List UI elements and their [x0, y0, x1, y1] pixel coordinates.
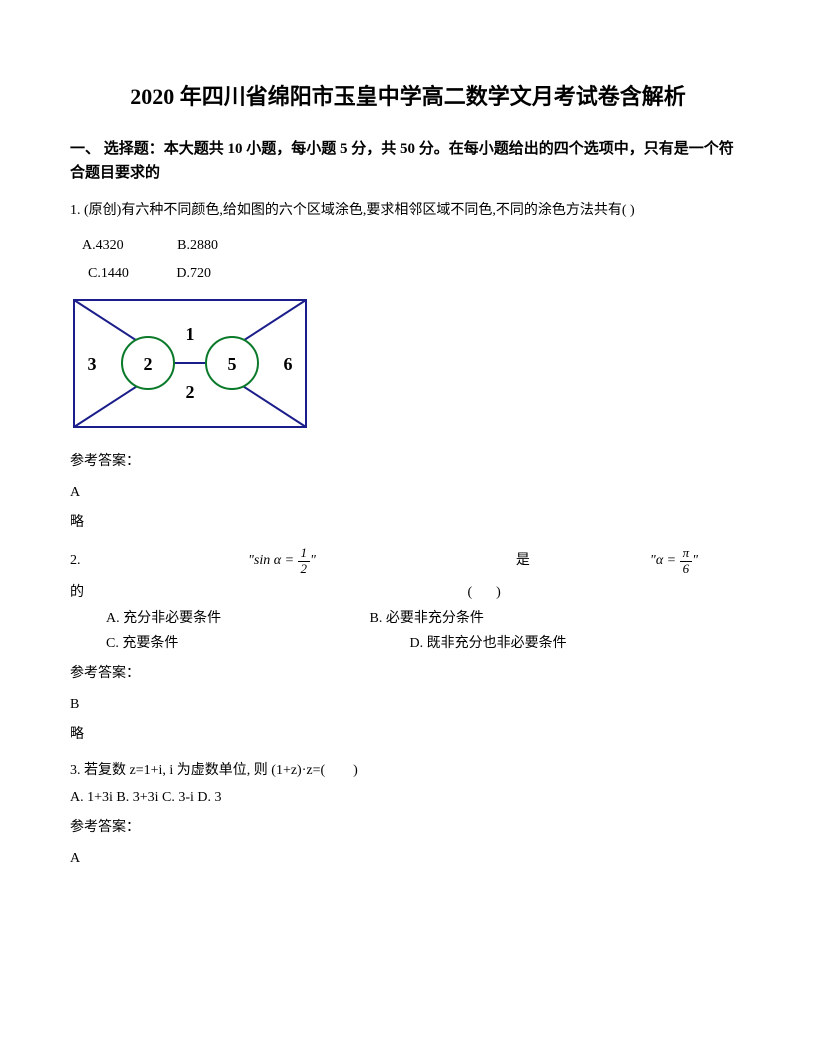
q2-option-c: C. 充要条件 — [106, 633, 406, 655]
question-2-row2: 的 () — [70, 582, 746, 604]
page-title: 2020 年四川省绵阳市玉皇中学高二数学文月考试卷含解析 — [70, 80, 746, 113]
q1-option-d: D.720 — [176, 263, 211, 285]
q1-options-row1: A.4320 B.2880 — [82, 235, 746, 257]
q1-option-c: C.1440 — [88, 263, 129, 285]
q1-answer-label: 参考答案： — [70, 451, 746, 473]
question-3-text: 3. 若复数 z=1+i, i 为虚数单位, 则 (1+z)·z=( ) — [70, 758, 746, 785]
q3-options: A. 1+3i B. 3+3i C. 3-i D. 3 — [70, 787, 746, 809]
q1-option-a: A.4320 — [82, 235, 124, 257]
q3-answer-label: 参考答案： — [70, 817, 746, 839]
diagram-label-1: 1 — [186, 324, 195, 344]
q2-paren: () — [468, 585, 525, 600]
q1-brief: 略 — [70, 512, 746, 534]
q2-option-b: B. 必要非充分条件 — [370, 608, 484, 630]
q2-option-a: A. 充分非必要条件 — [106, 608, 366, 630]
q2-option-d: D. 既非充分也非必要条件 — [410, 633, 567, 655]
q1-answer: A — [70, 482, 746, 504]
q2-formula1: "sin α = 12" — [248, 546, 316, 576]
q1-option-b: B.2880 — [177, 235, 218, 257]
question-2-row1: 2. "sin α = 12" 是 "α = π6" — [70, 546, 746, 576]
section-header: 一、 选择题：本大题共 10 小题，每小题 5 分，共 50 分。在每小题给出的… — [70, 137, 746, 185]
question-1-text: 1. (原创)有六种不同颜色,给如图的六个区域涂色,要求相邻区域不同色,不同的涂… — [70, 197, 746, 225]
q3-answer: A — [70, 848, 746, 870]
q2-shi: 是 — [516, 550, 530, 572]
q2-answer: B — [70, 694, 746, 716]
diagram-label-2: 2 — [144, 354, 153, 374]
q2-options-row1: A. 充分非必要条件 B. 必要非充分条件 — [106, 608, 746, 630]
diagram-label-6: 6 — [284, 354, 293, 374]
q1-options-row2: C.1440 D.720 — [88, 263, 746, 285]
region-diagram: 1 2 3 2 5 6 — [70, 296, 746, 439]
q2-answer-label: 参考答案： — [70, 663, 746, 685]
q2-brief: 略 — [70, 724, 746, 746]
diagram-label-5: 5 — [228, 354, 237, 374]
q2-de: 的 — [70, 585, 84, 600]
q2-formula2: "α = π6" — [650, 546, 698, 576]
diagram-label-3: 3 — [88, 354, 97, 374]
q2-number: 2. — [70, 550, 98, 572]
diagram-label-2b: 2 — [186, 382, 195, 402]
q2-options-row2: C. 充要条件 D. 既非充分也非必要条件 — [106, 633, 746, 655]
